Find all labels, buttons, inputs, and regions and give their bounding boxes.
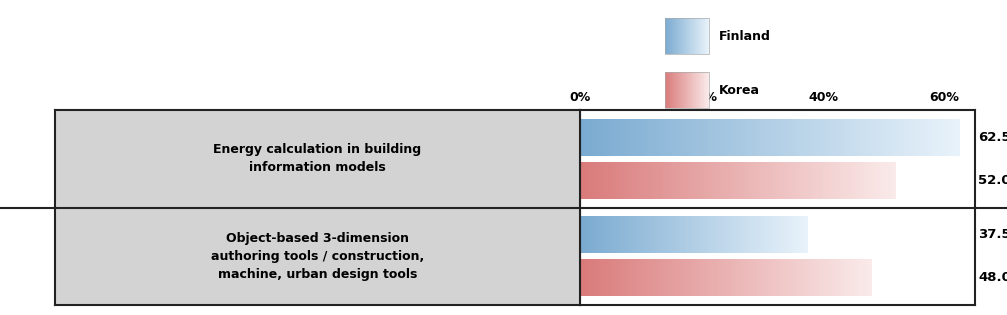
Bar [665, 72, 709, 108]
Bar [665, 18, 709, 54]
Text: Finland: Finland [719, 30, 771, 43]
Text: Object-based 3-dimension
authoring tools / construction,
machine, urban design t: Object-based 3-dimension authoring tools… [210, 232, 424, 281]
Text: 52.0%: 52.0% [978, 174, 1007, 187]
Text: 48.0%: 48.0% [978, 271, 1007, 284]
Text: Energy calculation in building
information models: Energy calculation in building informati… [213, 143, 422, 174]
Text: 37.5%: 37.5% [978, 228, 1007, 241]
Text: Korea: Korea [719, 83, 760, 97]
Text: 62.5%: 62.5% [978, 131, 1007, 144]
